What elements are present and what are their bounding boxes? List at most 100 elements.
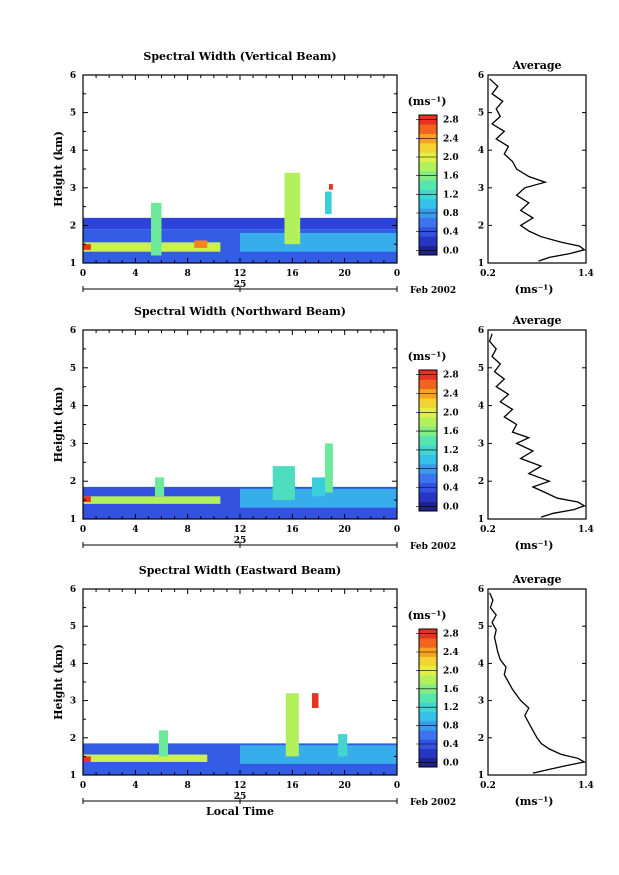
x-tick-label: 0 — [394, 525, 400, 535]
colorbar — [416, 114, 438, 256]
x-tick-label: 8 — [185, 269, 191, 279]
colorbar-swatch — [419, 180, 437, 190]
y-tick-label: 1 — [70, 771, 76, 781]
colorbar-tick-label: 2.4 — [443, 134, 459, 144]
average-profile-line — [489, 592, 587, 774]
heatmap-cell — [311, 477, 326, 497]
x-tick-label: 20 — [338, 781, 351, 791]
avg-x-axis-label: (ms⁻¹) — [515, 283, 554, 296]
heatmap-cell — [194, 240, 208, 248]
colorbar-tick-label: 1.6 — [443, 427, 459, 437]
avg-x-tick-label: 0.2 — [480, 781, 496, 791]
colorbar-tick-label: 0.0 — [443, 502, 459, 512]
average-profile-line — [488, 333, 586, 518]
heatmap-cell — [83, 754, 208, 762]
x-tick-label: 8 — [185, 781, 191, 791]
colorbar-swatch — [419, 454, 437, 465]
y-tick-label: 3 — [70, 697, 76, 707]
heatmap-cells — [83, 693, 397, 775]
heatmap-cell — [272, 466, 295, 501]
y-tick-label: 3 — [70, 439, 76, 449]
y-tick-label: 2 — [70, 221, 76, 231]
avg-y-tick-label: 6 — [478, 71, 484, 81]
heatmap-cell — [284, 172, 301, 245]
avg-x-axis-label: (ms⁻¹) — [515, 795, 554, 808]
colorbar-swatch — [419, 638, 437, 648]
y-tick-label: 6 — [70, 326, 76, 336]
avg-x-tick-label: 1.4 — [578, 781, 594, 791]
colorbar — [416, 628, 438, 768]
colorbar-tick-label: 2.8 — [443, 116, 459, 126]
colorbar-tick-label: 2.8 — [443, 630, 459, 640]
x-tick-label: 4 — [132, 781, 138, 791]
x-tick-label: 4 — [132, 269, 138, 279]
colorbar-swatch — [419, 656, 437, 667]
date-day: 25 — [234, 792, 247, 802]
avg-y-tick-label: 3 — [478, 439, 484, 449]
colorbar-swatch — [419, 379, 437, 390]
colorbar-tick-label: 0.4 — [443, 740, 459, 750]
heatmap-cells — [83, 172, 397, 263]
y-tick-label: 4 — [70, 402, 76, 412]
avg-y-tick-label: 5 — [478, 109, 484, 119]
date-label: Feb 2002 — [410, 286, 456, 296]
colorbar-frame — [418, 369, 438, 512]
y-tick-label: 4 — [70, 146, 76, 156]
average-panel — [487, 74, 587, 264]
colorbar-tick-label: 0.4 — [443, 228, 459, 238]
colorbar-tick-label: 1.2 — [443, 703, 459, 713]
x-tick-label: 0 — [394, 781, 400, 791]
y-axis-label: Height (km) — [52, 387, 65, 463]
avg-y-tick-label: 6 — [478, 585, 484, 595]
colorbar-tick-label: 1.2 — [443, 190, 459, 200]
colorbar-swatch — [419, 492, 437, 502]
avg-y-tick-label: 2 — [478, 734, 484, 744]
avg-x-tick-label: 1.4 — [578, 525, 594, 535]
y-tick-label: 5 — [70, 109, 76, 119]
x-tick-label: 8 — [185, 525, 191, 535]
chart-title: Spectral Width (Vertical Beam) — [143, 50, 336, 63]
average-title: Average — [511, 573, 561, 586]
x-tick-label: 0 — [80, 269, 86, 279]
colorbar-swatch — [419, 124, 437, 134]
heatmap-cell — [285, 693, 299, 757]
avg-y-tick-label: 2 — [478, 477, 484, 487]
average-profile-line — [489, 78, 586, 262]
y-tick-label: 6 — [70, 585, 76, 595]
heatmap-cell — [328, 184, 333, 190]
average-frame — [487, 329, 587, 520]
average-title: Average — [511, 59, 561, 72]
heatmap-cell — [325, 443, 333, 493]
avg-x-tick-label: 0.2 — [480, 525, 496, 535]
heatmap-cell — [83, 496, 91, 502]
colorbar-tick-label: 2.8 — [443, 371, 459, 381]
colorbar-frame — [418, 628, 438, 768]
heatmap-cell — [83, 496, 221, 504]
colorbar — [416, 369, 438, 512]
colorbar-tick-label: 2.4 — [443, 390, 459, 400]
x-tick-label: 0 — [394, 269, 400, 279]
colorbar-swatch — [419, 435, 437, 446]
colorbar-swatch — [419, 711, 437, 722]
avg-x-tick-label: 0.2 — [480, 269, 496, 279]
heatmap-cell — [151, 202, 162, 256]
colorbar-swatch — [419, 675, 437, 685]
colorbar-swatch — [419, 161, 437, 172]
colorbar-swatch — [419, 217, 437, 228]
average-frame — [487, 588, 587, 776]
colorbar-swatch — [419, 473, 437, 484]
y-tick-label: 2 — [70, 734, 76, 744]
date-day: 25 — [234, 280, 247, 290]
colorbar-unit: (ms⁻¹) — [408, 95, 447, 108]
x-tick-label: 0 — [80, 525, 86, 535]
avg-y-tick-label: 4 — [478, 146, 484, 156]
average-title: Average — [511, 314, 561, 327]
x-tick-label: 16 — [286, 269, 299, 279]
avg-x-axis-label: (ms⁻¹) — [515, 539, 554, 552]
colorbar-tick-label: 2.0 — [443, 666, 459, 676]
avg-y-tick-label: 1 — [478, 771, 484, 781]
y-tick-label: 5 — [70, 622, 76, 632]
